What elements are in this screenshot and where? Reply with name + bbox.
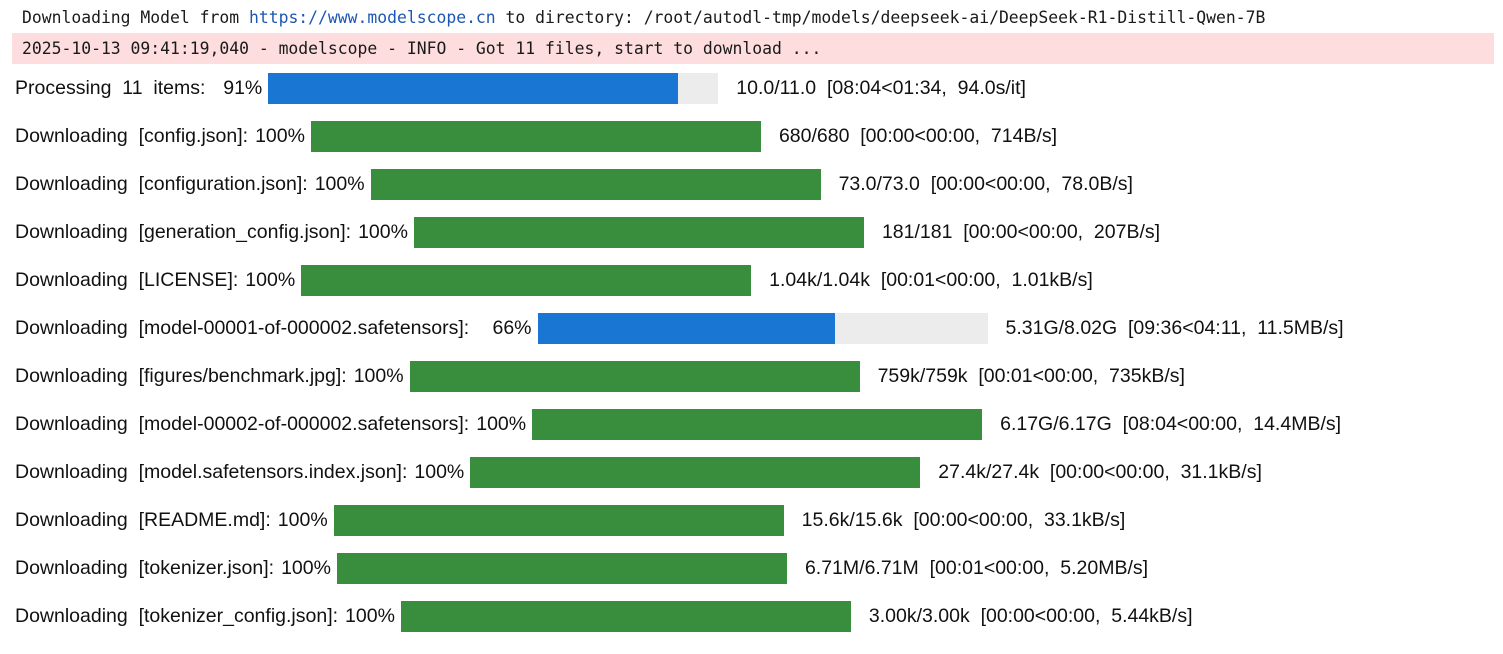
progress-stats: 680/680 [00:00<00:00, 714B/s] [778, 124, 1058, 147]
progress-bar-fill [470, 456, 921, 488]
stdout-line: Downloading Model from https://www.model… [22, 7, 1265, 29]
progress-row: Downloading [configuration.json]: 100% 73.… [15, 168, 1344, 200]
progress-stats: 181/181 [00:00<00:00, 207B/s] [881, 220, 1161, 243]
progress-percent: 100% [255, 124, 305, 147]
progress-bar-fill [413, 216, 864, 248]
stderr-text: 2025-10-13 09:41:19,040 - modelscope - I… [22, 39, 822, 58]
progress-percent: 66% [476, 316, 532, 339]
progress-row: Downloading [LICENSE]: 100% 1.04k/1.04k [0… [15, 264, 1344, 296]
progress-description: Downloading [LICENSE]: [15, 268, 239, 291]
progress-percent: 100% [277, 508, 328, 531]
progress-bar-fill [333, 504, 784, 536]
progress-description: Downloading [configuration.json]: [15, 172, 308, 195]
progress-percent: 100% [353, 364, 404, 387]
progress-list: Processing 11 items: 91% 10.0/11.0 [08:04… [15, 72, 1344, 648]
progress-row: Downloading [README.md]: 100% 15.6k/15.6k … [15, 504, 1344, 536]
progress-row: Downloading [figures/benchmark.jpg]: 100%… [15, 360, 1344, 392]
progress-stats: 10.0/11.0 [08:04<01:34, 94.0s/it] [736, 76, 1026, 99]
progress-stats: 5.31G/8.02G [09:36<04:11, 11.5MB/s] [1005, 316, 1344, 339]
progress-bar-fill [537, 312, 835, 344]
progress-bar [409, 360, 860, 392]
progress-percent: 100% [245, 268, 296, 291]
progress-percent: 91% [212, 76, 263, 99]
progress-stats: 6.71M/6.71M [00:01<00:00, 5.20MB/s] [804, 556, 1149, 579]
progress-bar-fill [336, 552, 787, 584]
progress-percent: 100% [476, 412, 527, 435]
progress-stats: 15.6k/15.6k [00:00<00:00, 33.1kB/s] [801, 508, 1126, 531]
progress-description: Processing 11 items: [15, 76, 206, 99]
progress-row: Downloading [model-00002-of-000002.safet… [15, 408, 1344, 440]
progress-percent: 100% [414, 460, 465, 483]
progress-bar [537, 312, 988, 344]
progress-bar-fill [268, 72, 678, 104]
progress-bar-fill [301, 264, 752, 296]
progress-stats: 759k/759k [00:01<00:00, 735kB/s] [877, 364, 1185, 387]
progress-row: Downloading [config.json]: 100% 680/680 [0… [15, 120, 1344, 152]
stderr-line: 2025-10-13 09:41:19,040 - modelscope - I… [12, 33, 1494, 64]
progress-stats: 73.0/73.0 [00:00<00:00, 78.0B/s] [838, 172, 1133, 195]
progress-bar [310, 120, 761, 152]
progress-bar [470, 456, 921, 488]
progress-bar [336, 552, 787, 584]
progress-percent: 100% [314, 172, 365, 195]
progress-description: Downloading [model.safetensors.index.jso… [15, 460, 408, 483]
progress-bar [532, 408, 983, 440]
progress-bar [268, 72, 719, 104]
progress-bar [301, 264, 752, 296]
progress-description: Downloading [model-00001-of-000002.safet… [15, 316, 470, 339]
progress-percent: 100% [345, 604, 395, 627]
progress-bar [370, 168, 821, 200]
stdout-prefix: Downloading Model from [22, 8, 249, 27]
progress-stats: 27.4k/27.4k [00:00<00:00, 31.1kB/s] [938, 460, 1262, 483]
progress-bar-fill [310, 120, 761, 152]
progress-row: Processing 11 items: 91% 10.0/11.0 [08:04… [15, 72, 1344, 104]
progress-description: Downloading [config.json]: [15, 124, 249, 147]
progress-bar-fill [400, 600, 851, 632]
progress-bar [400, 600, 851, 632]
progress-stats: 1.04k/1.04k [00:01<00:00, 1.01kB/s] [769, 268, 1093, 291]
stdout-suffix: to directory: /root/autodl-tmp/models/de… [495, 8, 1266, 27]
progress-description: Downloading [generation_config.json]: [15, 220, 352, 243]
progress-description: Downloading [tokenizer.json]: [15, 556, 275, 579]
progress-description: Downloading [model-00002-of-000002.safet… [15, 412, 470, 435]
progress-description: Downloading [tokenizer_config.json]: [15, 604, 339, 627]
progress-description: Downloading [README.md]: [15, 508, 271, 531]
progress-row: Downloading [tokenizer.json]: 100% 6.71M/6… [15, 552, 1344, 584]
progress-description: Downloading [figures/benchmark.jpg]: [15, 364, 347, 387]
progress-percent: 100% [281, 556, 331, 579]
progress-row: Downloading [tokenizer_config.json]: 100%… [15, 600, 1344, 632]
progress-bar-fill [370, 168, 821, 200]
progress-row: Downloading [model-00001-of-000002.safet… [15, 312, 1344, 344]
progress-bar [413, 216, 864, 248]
progress-stats: 3.00k/3.00k [00:00<00:00, 5.44kB/s] [868, 604, 1193, 627]
progress-row: Downloading [generation_config.json]: 100… [15, 216, 1344, 248]
progress-row: Downloading [model.safetensors.index.jso… [15, 456, 1344, 488]
progress-percent: 100% [358, 220, 408, 243]
progress-stats: 6.17G/6.17G [08:04<00:00, 14.4MB/s] [1000, 412, 1342, 435]
progress-bar [333, 504, 784, 536]
modelscope-link[interactable]: https://www.modelscope.cn [248, 8, 496, 27]
progress-bar-fill [409, 360, 860, 392]
progress-bar-fill [532, 408, 983, 440]
